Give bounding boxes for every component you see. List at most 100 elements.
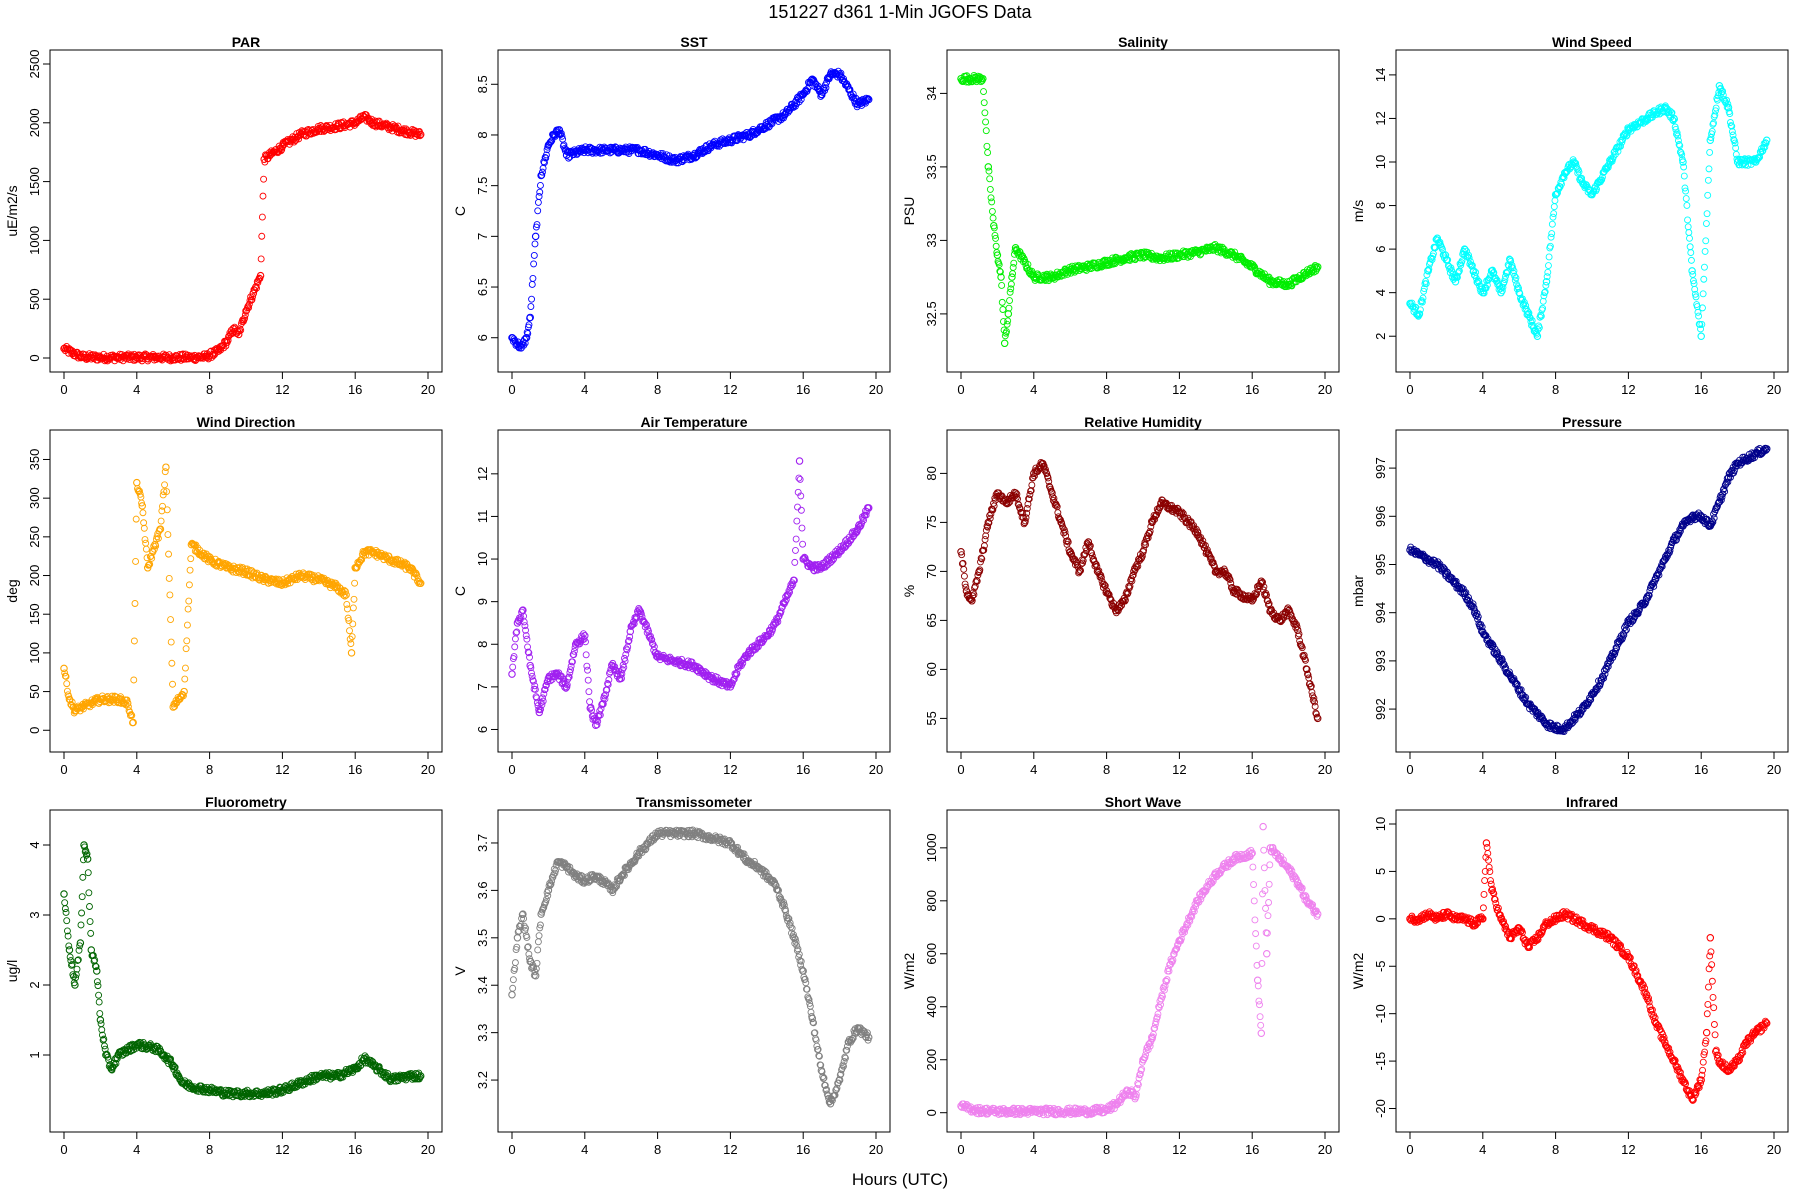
wind-direction-data-point — [140, 524, 148, 532]
salinity-data-point — [982, 118, 990, 126]
pressure-title: Pressure — [1562, 414, 1622, 430]
par-y-tick-label: 0 — [27, 354, 42, 361]
sst-x-tick-label: 16 — [796, 382, 810, 397]
par-data-point — [260, 175, 268, 183]
fluorometry-data-point — [77, 921, 85, 929]
salinity-y-tick-label: 33.5 — [924, 154, 939, 179]
wind-direction-data-point — [346, 627, 353, 635]
wind-speed-data-point — [1704, 191, 1712, 199]
air-temperature-y-tick-label: 8 — [475, 641, 490, 648]
air-temperature-data-point — [795, 474, 803, 482]
wind-speed-data-point — [1701, 247, 1709, 255]
salinity-data-point — [992, 242, 1000, 250]
wind-speed-data-point — [1542, 282, 1550, 289]
sst-y-tick-label: 8 — [475, 131, 490, 138]
air-temperature-plot-frame — [497, 429, 891, 753]
salinity-data-point — [984, 163, 993, 171]
salinity-data-point — [977, 78, 985, 86]
salinity-title: Salinity — [1118, 34, 1168, 50]
sst-plot-frame — [497, 49, 891, 373]
wind-speed-data-point — [1424, 267, 1432, 274]
wind-speed-data-point — [1543, 273, 1551, 281]
wind-speed-data-point — [1689, 277, 1697, 285]
wind-direction-data-point — [68, 698, 76, 706]
wind-direction-data-point — [181, 664, 189, 672]
wind-direction-data-point — [65, 692, 73, 700]
pressure-x-tick-label: 12 — [1621, 762, 1635, 777]
wind-speed-data-point — [1416, 310, 1424, 318]
wind-speed-data-point — [1679, 158, 1687, 166]
salinity-data-point — [988, 207, 996, 215]
wind-direction-data-point — [165, 574, 173, 582]
salinity-data-point — [995, 261, 1003, 269]
wind-direction-data-point — [143, 564, 152, 572]
fluorometry-x-tick-label: 16 — [348, 1142, 362, 1157]
wind-speed-data-point — [1671, 115, 1679, 123]
air-temperature-fill-points — [509, 474, 872, 729]
wind-direction-data-point — [183, 621, 191, 629]
fluorometry-data-point — [62, 909, 70, 916]
relative-humidity-data-point — [960, 565, 968, 573]
fluorometry-data-point — [79, 873, 87, 881]
par-x-tick-label: 16 — [348, 382, 362, 397]
fluorometry-data-point — [60, 890, 68, 898]
wind-speed-data-point — [1756, 153, 1764, 161]
wind-direction-data-point — [161, 468, 169, 476]
sst-data-point — [530, 252, 538, 259]
wind-speed-data-point — [1474, 277, 1482, 285]
relative-humidity-x-tick-label: 20 — [1318, 762, 1332, 777]
salinity-data-point — [990, 224, 998, 232]
wind-direction-data-point — [164, 531, 172, 539]
air-temperature-x-tick-label: 16 — [796, 762, 810, 777]
sst-data-point — [528, 281, 536, 288]
relative-humidity-y-tick-label: 60 — [924, 662, 939, 676]
wind-direction-x-tick-label: 0 — [60, 762, 67, 777]
salinity-x-tick-label: 20 — [1318, 382, 1332, 397]
par-data-point — [248, 296, 256, 304]
wind-speed-data-point — [1501, 276, 1509, 283]
wind-speed-data-point — [1708, 127, 1716, 135]
wind-speed-data-point — [1678, 156, 1686, 164]
wind-direction-data-point — [60, 664, 68, 673]
relative-humidity-data-point — [1311, 702, 1319, 710]
par-data-point — [257, 255, 265, 263]
air-temperature-x-tick-label: 0 — [508, 762, 515, 777]
sst-data-point — [767, 119, 775, 127]
wind-speed-data-point — [1672, 126, 1680, 133]
par-data-point — [228, 330, 236, 338]
wind-direction-data-point — [165, 550, 173, 558]
wind-speed-data-point — [1702, 220, 1710, 227]
wind-speed-data-point — [1542, 278, 1551, 286]
wind-speed-data-point — [1520, 298, 1528, 306]
wind-speed-data-point — [1685, 229, 1693, 236]
wind-speed-data-point — [1510, 267, 1518, 275]
wind-speed-data-point — [1545, 253, 1553, 261]
wind-speed-data-point — [1554, 189, 1562, 197]
relative-humidity-x-tick-label: 4 — [1030, 762, 1037, 777]
wind-direction-data-point — [349, 620, 357, 628]
wind-speed-data-point — [1622, 132, 1630, 140]
wind-speed-data-point — [1668, 109, 1676, 117]
wind-speed-data-point — [1623, 131, 1631, 139]
wind-speed-data-point — [1539, 304, 1547, 312]
pressure-fill-points — [1407, 444, 1770, 735]
wind-speed-data-point — [1544, 268, 1552, 276]
wind-direction-data-point — [139, 509, 147, 517]
wind-direction-data-point — [161, 481, 169, 489]
salinity-data-point — [1250, 262, 1258, 270]
sst-data-point — [817, 93, 825, 100]
par-x-tick-label: 12 — [275, 382, 289, 397]
wind-speed-data-point — [1442, 251, 1450, 259]
wind-speed-data-point — [1419, 294, 1427, 302]
salinity-y-axis-label: PSU — [901, 197, 917, 226]
wind-direction-data-point — [167, 638, 175, 646]
wind-speed-data-point — [1687, 256, 1695, 264]
salinity-data-point — [1040, 276, 1048, 284]
sst-data-point — [840, 75, 847, 83]
wind-direction-data-point — [187, 555, 195, 563]
salinity-data-point — [976, 73, 984, 81]
wind-direction-data-point — [157, 517, 165, 525]
wind-speed-data-point — [1684, 216, 1692, 224]
